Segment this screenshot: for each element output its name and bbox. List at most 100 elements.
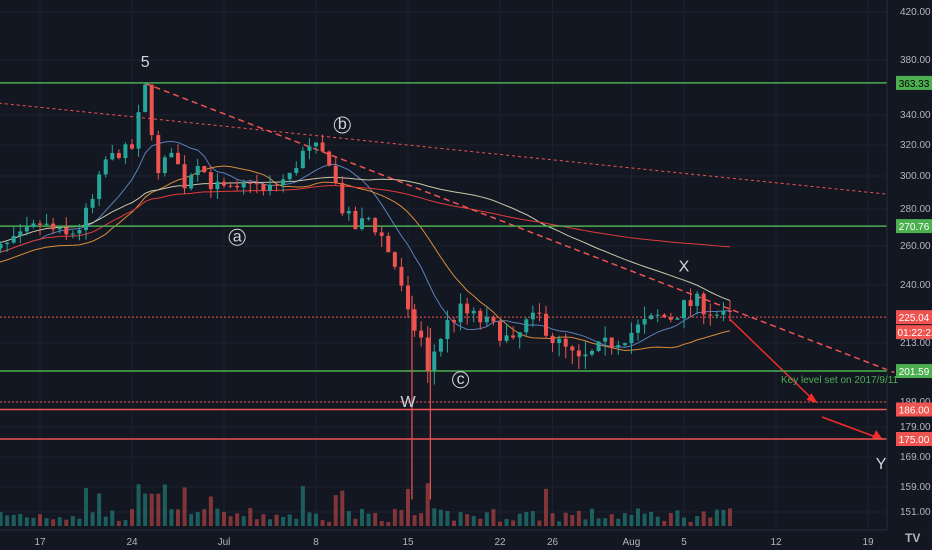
candle-body xyxy=(478,310,483,323)
candle-body xyxy=(399,266,404,286)
volume-bar xyxy=(103,516,108,526)
candle-body xyxy=(90,198,95,208)
level-price-tag-label: 363.33 xyxy=(899,79,930,90)
volume-bar xyxy=(5,515,10,526)
candle-body xyxy=(373,218,378,233)
candle-body xyxy=(432,351,437,371)
tradingview-logo[interactable]: TV xyxy=(905,531,920,545)
candle-body xyxy=(228,185,233,187)
candle-body xyxy=(406,285,410,310)
candle-body xyxy=(51,223,56,230)
candle-body xyxy=(524,319,529,333)
volume-bar xyxy=(392,509,397,526)
volume-bar xyxy=(662,520,667,526)
price-tick-label: 213.00 xyxy=(900,338,931,349)
candle-body xyxy=(609,337,614,348)
candle-body xyxy=(544,313,548,336)
descending-resistance-dashed xyxy=(144,82,895,374)
candle-body xyxy=(728,310,732,312)
candle-body xyxy=(419,330,424,338)
candle-body xyxy=(603,337,608,342)
level-price-tag-label: 201.59 xyxy=(899,367,930,378)
candle-body xyxy=(649,315,654,320)
volume-bar xyxy=(432,508,437,526)
level-price-tag-label: 175.00 xyxy=(899,435,930,446)
volume-bar xyxy=(353,518,358,526)
volume-bar xyxy=(714,509,719,526)
candle-body xyxy=(517,332,522,338)
countdown-tag xyxy=(896,325,932,340)
candle-body xyxy=(195,166,200,176)
time-tick-label: 24 xyxy=(126,537,138,548)
candle-body xyxy=(182,164,187,189)
candle-body xyxy=(570,346,575,351)
volume-bar xyxy=(622,513,627,526)
volume-bar xyxy=(452,520,456,526)
time-tick-label: 5 xyxy=(681,537,687,548)
volume-bar xyxy=(465,514,470,526)
candle-body xyxy=(11,236,16,243)
volume-bar xyxy=(412,515,417,526)
candle-body xyxy=(438,338,443,352)
candle-body xyxy=(38,223,42,225)
level-price-tag xyxy=(896,219,932,234)
volume-bar xyxy=(668,513,673,526)
price-tick-label: 280.00 xyxy=(900,204,931,215)
price-tick-label: 300.00 xyxy=(900,171,931,182)
level-price-tag xyxy=(896,402,932,417)
candle-body xyxy=(642,319,647,325)
volume-bar xyxy=(340,490,345,526)
candle-body xyxy=(655,314,660,316)
price-axis[interactable]: 420.00 380.00 340.00 320.00 300.00 280.00 260.… xyxy=(886,0,932,530)
time-tick-label: 19 xyxy=(862,537,874,548)
volume-bar xyxy=(11,514,16,526)
candle-body xyxy=(550,335,555,343)
volume-bar xyxy=(504,519,509,526)
volume-bar xyxy=(294,518,299,526)
volume-bar xyxy=(228,516,233,526)
projection-arrowhead-1 xyxy=(806,393,818,403)
volume-bar xyxy=(320,520,325,526)
volume-bar xyxy=(379,520,384,526)
candle-body xyxy=(511,335,516,338)
candle-body xyxy=(169,152,174,158)
time-axis[interactable]: 1724Jul8152226Aug5121926 xyxy=(0,529,932,548)
volume-bar xyxy=(544,488,548,526)
candlestick-series xyxy=(0,82,732,500)
candle-body xyxy=(721,310,726,315)
candle-body xyxy=(682,300,686,319)
grid xyxy=(0,0,887,530)
wave-label-Y: Y xyxy=(876,456,887,473)
candle-body xyxy=(695,293,700,307)
volume-bar xyxy=(149,493,154,526)
candle-body xyxy=(688,300,693,307)
candle-body xyxy=(0,244,3,249)
candle-body xyxy=(458,303,463,323)
candle-body xyxy=(583,354,588,357)
candle-body xyxy=(662,314,667,318)
candle-body xyxy=(268,184,272,191)
candle-body xyxy=(714,314,719,316)
wave-label-circle xyxy=(333,116,351,134)
candle-body xyxy=(491,316,496,322)
candle-body xyxy=(412,309,417,331)
level-price-tag xyxy=(896,75,932,90)
candle-body xyxy=(261,184,266,191)
volume-bar xyxy=(0,512,3,526)
candle-body xyxy=(97,174,102,199)
candle-body xyxy=(110,152,115,160)
volume-bar xyxy=(169,509,174,526)
volume-bar xyxy=(327,521,332,526)
candle-body xyxy=(70,233,75,235)
candle-body xyxy=(557,338,562,343)
volume-bar xyxy=(44,518,49,526)
volume-bar xyxy=(38,514,42,526)
volume-bar xyxy=(84,488,88,526)
time-tick-label: 8 xyxy=(313,537,319,548)
candle-body xyxy=(616,345,621,348)
candle-body xyxy=(386,235,391,253)
time-tick-label: Jul xyxy=(218,537,231,548)
volume-bar xyxy=(570,514,575,526)
